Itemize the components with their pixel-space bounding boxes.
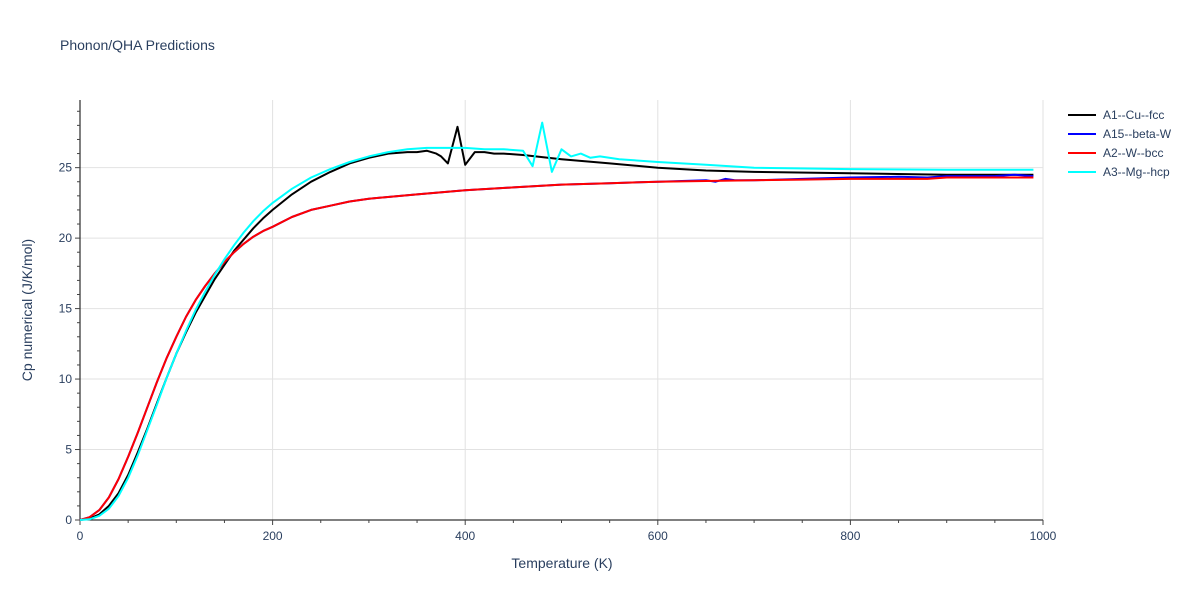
y-axis-title: Cp numerical (J/K/mol) xyxy=(19,239,35,381)
y-tick-label: 20 xyxy=(59,231,73,245)
x-tick-label: 400 xyxy=(455,529,475,543)
legend-item-a3-mg-hcp[interactable]: A3--Mg--hcp xyxy=(1068,165,1170,179)
legend-item-a1-cu-fcc[interactable]: A1--Cu--fcc xyxy=(1068,108,1164,122)
legend-label: A1--Cu--fcc xyxy=(1103,108,1164,122)
y-tick-label: 5 xyxy=(65,443,72,457)
legend-label: A15--beta-W xyxy=(1103,127,1172,141)
series-line-a2-w-bcc xyxy=(79,176,1034,521)
chart-title: Phonon/QHA Predictions xyxy=(60,37,215,53)
legend-item-a2-w-bcc[interactable]: A2--W--bcc xyxy=(1068,146,1163,160)
tick-labels: 0 200 400 600 800 1000 0 5 10 15 20 25 xyxy=(59,161,1057,543)
y-tick-label: 0 xyxy=(65,513,72,527)
legend-label: A3--Mg--hcp xyxy=(1103,165,1170,179)
grid xyxy=(80,100,1044,520)
x-axis-title: Temperature (K) xyxy=(511,555,612,571)
y-tick-label: 10 xyxy=(59,372,73,386)
y-tick-label: 25 xyxy=(59,161,73,175)
x-tick-label: 1000 xyxy=(1030,529,1057,543)
x-tick-label: 600 xyxy=(648,529,668,543)
x-tick-label: 0 xyxy=(77,529,84,543)
x-tick-label: 200 xyxy=(263,529,283,543)
axes xyxy=(75,100,1044,525)
legend-item-a15-beta-w[interactable]: A15--beta-W xyxy=(1068,127,1172,141)
plot-area xyxy=(79,121,1034,521)
series-line-a3-mg-hcp xyxy=(79,121,1034,521)
legend[interactable]: A1--Cu--fcc A15--beta-W A2--W--bcc A3--Mg--… xyxy=(1068,108,1172,179)
y-tick-label: 15 xyxy=(59,302,73,316)
x-tick-label: 800 xyxy=(840,529,860,543)
legend-label: A2--W--bcc xyxy=(1103,146,1163,160)
